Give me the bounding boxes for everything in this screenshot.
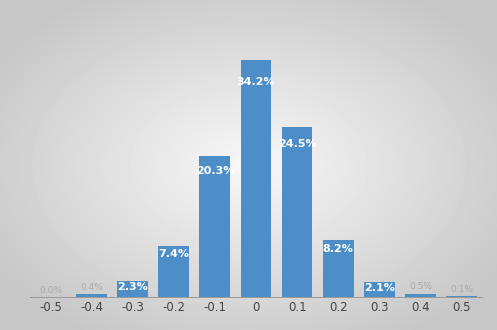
- Bar: [446, 296, 477, 297]
- Text: 2.3%: 2.3%: [117, 282, 148, 292]
- Text: 0.4%: 0.4%: [80, 283, 103, 292]
- Text: 8.2%: 8.2%: [323, 244, 354, 254]
- Bar: [241, 60, 271, 297]
- Text: 2.1%: 2.1%: [364, 283, 395, 293]
- Bar: [364, 282, 395, 297]
- Text: 7.4%: 7.4%: [158, 249, 189, 259]
- Text: 0.0%: 0.0%: [39, 285, 62, 295]
- Text: 24.5%: 24.5%: [278, 139, 317, 149]
- Text: 0.5%: 0.5%: [409, 282, 432, 291]
- Bar: [76, 294, 107, 297]
- Text: 20.3%: 20.3%: [196, 166, 234, 176]
- Text: 34.2%: 34.2%: [237, 77, 275, 86]
- Bar: [323, 240, 353, 297]
- Bar: [199, 156, 230, 297]
- Bar: [282, 127, 313, 297]
- Bar: [405, 294, 436, 297]
- Text: 0.1%: 0.1%: [450, 285, 473, 294]
- Bar: [117, 281, 148, 297]
- Bar: [159, 246, 189, 297]
